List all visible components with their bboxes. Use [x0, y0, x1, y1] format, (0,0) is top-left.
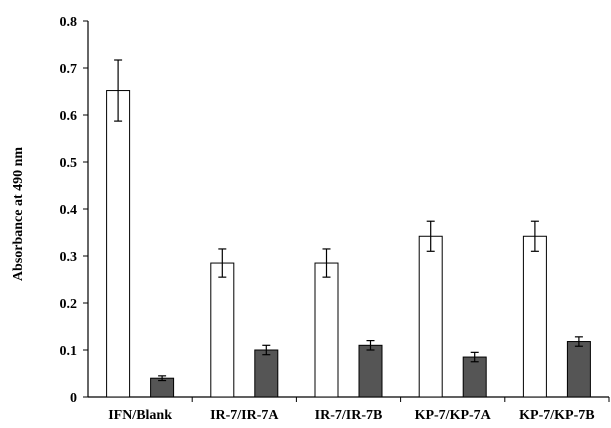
bar: [106, 90, 131, 398]
x-tick-label: IR-7/IR-7A: [210, 408, 279, 423]
x-tick-label: IFN/Blank: [108, 408, 172, 423]
x-tick-label: KP-7/KP-7A: [415, 408, 492, 423]
y-axis-label: Absorbance at 490 nm: [11, 147, 26, 282]
bar: [358, 344, 383, 398]
y-tick-label: 0.7: [60, 62, 78, 77]
bar: [210, 262, 235, 398]
y-tick-label: 0.8: [60, 15, 78, 30]
y-tick-label: 0.5: [60, 156, 78, 171]
bar: [462, 356, 487, 398]
x-tick-label: IR-7/IR-7B: [315, 408, 383, 423]
y-tick-label: 0: [70, 391, 77, 406]
bar: [566, 341, 591, 398]
y-tick-label: 0.6: [60, 109, 78, 124]
bar: [418, 235, 443, 398]
bar: [254, 349, 279, 398]
y-tick-label: 0.1: [60, 344, 78, 359]
y-tick-label: 0.2: [60, 297, 78, 312]
bar: [314, 262, 339, 398]
bar: [522, 235, 547, 398]
x-tick-label: KP-7/KP-7B: [519, 408, 594, 423]
y-tick-label: 0.4: [60, 203, 78, 218]
y-tick-label: 0.3: [60, 250, 78, 265]
